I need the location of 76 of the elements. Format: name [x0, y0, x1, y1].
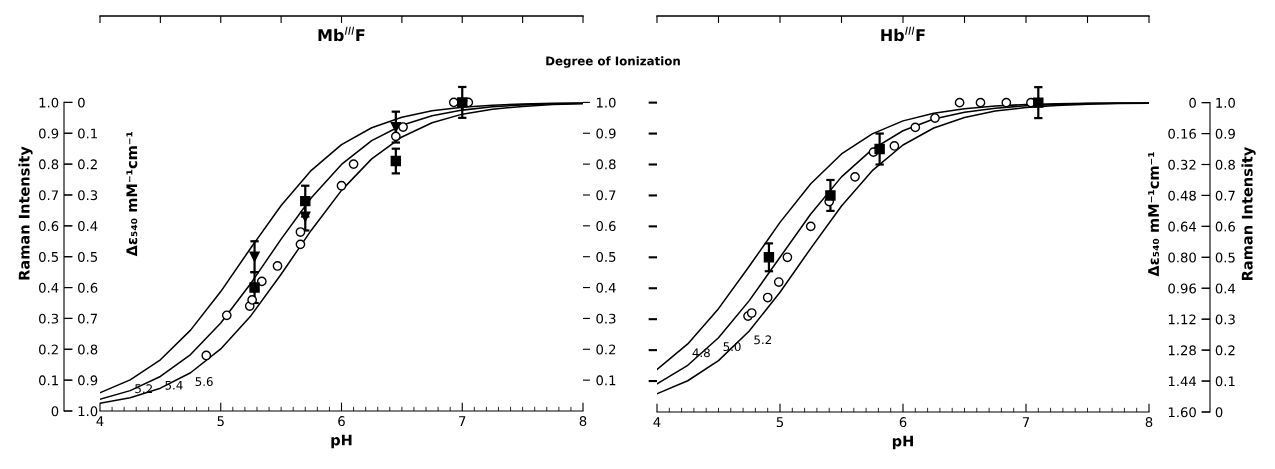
y-tick-label: 0.2	[1215, 345, 1235, 356]
y2-axis-title: Δε₅₄₀ mM⁻¹cm⁻¹	[1148, 152, 1160, 277]
y-tick-label: 0.1	[39, 375, 58, 386]
y-tick-label: 0.2	[39, 344, 58, 355]
y-tick-label: 0.5	[39, 251, 58, 262]
y3-axis-title: Degree of Ionization	[546, 56, 680, 68]
y-tick-label: 0.3	[1215, 314, 1235, 325]
y3-tick-label: 0.3	[596, 313, 616, 324]
y-tick-label: 0.3	[39, 313, 59, 324]
x-tick-label: 7	[1022, 417, 1030, 427]
x-tick-label: 4	[96, 416, 104, 426]
y3-tick-label: 0.5	[596, 251, 616, 262]
y-tick-label: 0.8	[1215, 159, 1235, 170]
y2-tick-label: 0.96	[1168, 283, 1196, 294]
y2-tick-label: 0	[1189, 97, 1196, 108]
y3-tick-label: 0.8	[596, 159, 616, 170]
y3-tick-label: 0.2	[596, 344, 616, 355]
text: Mb$^{III}$F	[318, 26, 365, 42]
y2-tick-label: 0.48	[1168, 190, 1196, 201]
y3-tick-label: 0.1	[596, 375, 616, 386]
x-tick-label: 5	[776, 417, 784, 428]
x-tick-label: 8	[1145, 417, 1153, 428]
y3-tick-label: 0.7	[596, 190, 616, 201]
text: Hb$^{III}$F	[881, 26, 925, 42]
y2-tick-label: 0.1	[78, 128, 97, 139]
annotation: 5.6	[195, 377, 213, 387]
y-tick-label: 0.6	[39, 221, 59, 232]
y-tick-label: 0	[1215, 407, 1223, 418]
y2-tick-label: 0.5	[78, 251, 98, 262]
y-tick-label: 0.4	[39, 282, 59, 293]
y-tick-label: 1.0	[39, 97, 59, 108]
y2-tick-label: 0.4	[78, 221, 98, 232]
x-tick-label: 6	[338, 416, 345, 427]
y2-tick-label: 0.7	[78, 313, 98, 324]
x-tick-label: 6	[899, 417, 907, 428]
y-tick-label: 0.8	[39, 159, 59, 170]
y2-tick-label: 0.16	[1168, 128, 1196, 139]
y2-tick-label: 0.32	[1168, 159, 1196, 170]
y2-tick-label: 1.12	[1168, 314, 1196, 325]
annotation: 5.2	[754, 335, 772, 345]
y2-tick-label: 0.8	[78, 344, 98, 355]
y-tick-label: 0.9	[39, 128, 59, 139]
annotation: 5.4	[165, 380, 183, 390]
x-axis-title: pH	[892, 435, 913, 450]
y-axis-title: Raman Intensity	[18, 146, 33, 280]
y2-tick-label: 0.64	[1168, 221, 1197, 232]
x-tick-label: 4	[653, 417, 661, 427]
y2-tick-label: 0.9	[78, 375, 98, 386]
y-tick-label: 0.4	[1215, 283, 1236, 294]
x-tick-label: 5	[217, 416, 224, 427]
y-tick-label: 1.0	[1216, 97, 1235, 108]
y-tick-label: 0	[51, 406, 59, 417]
y2-tick-label: 1.60	[1168, 407, 1196, 418]
y2-tick-label: 1.0	[78, 406, 98, 417]
y3-tick-label: 0.4	[596, 282, 616, 293]
x-tick-label: 8	[579, 416, 587, 427]
y2-tick-label: 0.6	[78, 282, 98, 293]
y-tick-label: 0.7	[1215, 190, 1235, 201]
y3-tick-label: 1.0	[596, 97, 616, 108]
y2-tick-label: 0.3	[78, 190, 98, 201]
y2-tick-label: 0	[78, 97, 85, 108]
y3-tick-label: 0.6	[596, 221, 616, 232]
y2-tick-label: 1.44	[1168, 376, 1197, 387]
y2-tick-label: 1.28	[1168, 345, 1196, 356]
y2-tick-label: 0.2	[78, 159, 97, 170]
y2-axis-title: Δε₅₄₀ mM⁻¹cm⁻¹	[126, 131, 138, 257]
x-axis-title: pH	[331, 434, 352, 449]
y-tick-label: 0.5	[1215, 252, 1235, 263]
y-tick-label: 0.9	[1215, 128, 1235, 139]
y-axis-title: Raman Intensity	[1241, 146, 1256, 281]
y-tick-label: 0.6	[1215, 221, 1236, 232]
y3-tick-label: 0.9	[596, 128, 616, 139]
x-tick-label: 7	[459, 416, 466, 426]
y2-tick-label: 0.80	[1168, 252, 1196, 263]
y-tick-label: 0.7	[39, 190, 59, 201]
y-tick-label: 0.1	[1215, 376, 1235, 387]
